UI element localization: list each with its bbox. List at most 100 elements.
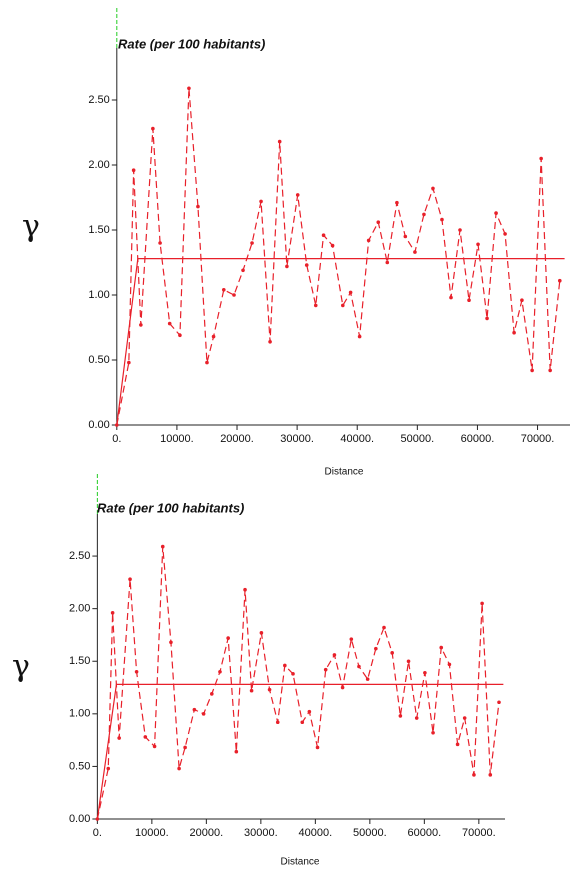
x-tick-label: 20000.	[220, 433, 254, 445]
point	[283, 663, 287, 668]
point	[476, 242, 480, 247]
point	[376, 220, 381, 224]
point	[395, 200, 399, 205]
point	[497, 700, 501, 705]
point	[520, 298, 524, 303]
x-tick-label: 10000.	[135, 827, 169, 839]
point	[315, 745, 320, 750]
y-tick-label: 2.50	[88, 94, 109, 106]
x-tick-label: 30000.	[280, 433, 314, 445]
point	[431, 730, 435, 735]
x-tick-label: 40000.	[340, 433, 374, 445]
point	[187, 86, 191, 91]
point	[382, 625, 386, 630]
y-tick-label: 0.00	[69, 813, 90, 825]
point	[143, 735, 148, 739]
point	[134, 669, 139, 674]
point	[275, 720, 280, 725]
point	[539, 156, 543, 161]
y-tick-label: 1.50	[69, 655, 90, 667]
point	[530, 368, 534, 373]
point	[332, 653, 337, 657]
point	[449, 295, 453, 300]
point	[414, 716, 419, 720]
model-line	[96, 683, 504, 820]
x-tick-label: 70000.	[462, 827, 496, 839]
point	[557, 278, 562, 283]
point	[205, 360, 209, 365]
chart-title: Rate (per 100 habitants)	[118, 36, 265, 51]
point	[196, 204, 200, 209]
point	[304, 263, 309, 267]
point	[221, 288, 226, 292]
x-tick-label: 70000.	[521, 433, 555, 445]
point	[385, 260, 390, 265]
x-tick-label: 0.	[112, 433, 121, 445]
point	[472, 773, 476, 777]
point	[234, 749, 239, 754]
model-line	[116, 258, 565, 426]
y-tick-label: 2.50	[69, 550, 90, 562]
point	[485, 316, 489, 321]
y-tick-label: 0.50	[88, 354, 109, 366]
point	[277, 139, 282, 144]
point	[330, 243, 335, 248]
x-tick-label: 20000.	[190, 827, 224, 839]
y-tick-label: 2.00	[88, 159, 109, 171]
point	[160, 544, 165, 549]
point	[117, 736, 121, 740]
y-tick-label: 0.00	[88, 419, 109, 431]
point	[357, 664, 361, 669]
point	[321, 233, 326, 237]
point	[422, 212, 426, 217]
y-axis-label: γ	[12, 649, 30, 684]
point	[462, 716, 467, 720]
point	[218, 669, 222, 674]
y-axis-label: γ	[22, 209, 40, 244]
point	[467, 298, 471, 303]
chart-title: Rate (per 100 habitants)	[97, 500, 244, 515]
y-tick-label: 2.00	[69, 603, 90, 615]
point	[341, 303, 345, 308]
point	[210, 692, 214, 696]
point	[106, 766, 111, 771]
point	[192, 707, 197, 712]
point	[131, 168, 136, 172]
point	[357, 334, 362, 339]
point	[158, 241, 162, 245]
point	[241, 268, 245, 273]
x-axis-label: Distance	[325, 467, 364, 478]
point	[406, 659, 411, 664]
point	[169, 640, 173, 645]
point	[110, 611, 115, 615]
point	[127, 360, 131, 365]
x-tick-label: 60000.	[408, 827, 442, 839]
point	[178, 333, 182, 338]
point	[267, 687, 272, 692]
y-tick-label: 1.50	[88, 224, 109, 236]
point	[439, 645, 444, 650]
point	[167, 321, 172, 326]
point	[488, 773, 493, 777]
x-tick-label: 50000.	[353, 827, 387, 839]
x-tick-label: 50000.	[401, 433, 435, 445]
point	[183, 745, 187, 750]
point	[243, 587, 247, 592]
y-tick-label: 0.50	[69, 760, 90, 772]
point	[152, 744, 157, 749]
point	[268, 340, 272, 344]
x-tick-label: 60000.	[461, 433, 495, 445]
point	[300, 720, 305, 725]
point	[201, 712, 206, 716]
x-axis-label: Distance	[281, 857, 320, 868]
point	[447, 662, 452, 667]
point	[548, 368, 552, 373]
point	[348, 290, 353, 295]
point	[313, 303, 318, 308]
point	[295, 193, 300, 197]
point	[512, 330, 516, 335]
point	[366, 238, 371, 243]
point	[151, 126, 155, 131]
point	[440, 217, 444, 222]
